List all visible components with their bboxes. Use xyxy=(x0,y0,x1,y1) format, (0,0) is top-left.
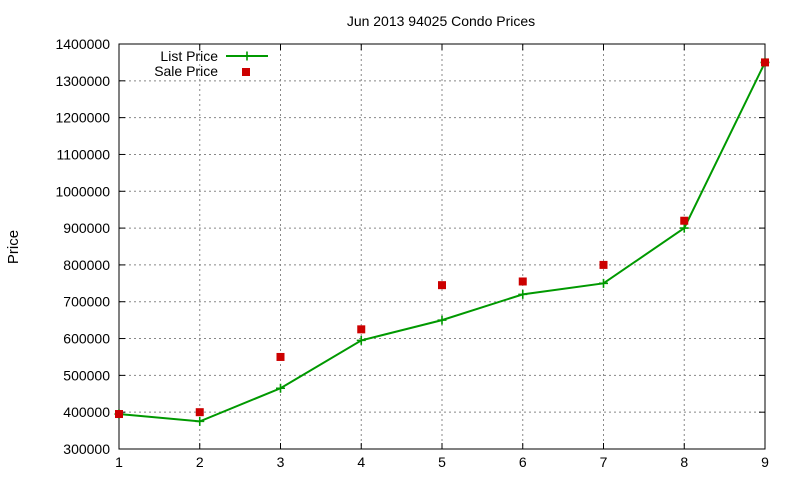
y-tick-label: 500000 xyxy=(63,367,110,383)
sale-price-point xyxy=(357,325,366,334)
y-axis-ticks: 300000 400000 500000 600000 700000 800000 9000… xyxy=(55,36,765,457)
sale-price-point xyxy=(115,410,123,419)
sale-price-point xyxy=(438,281,446,290)
x-tick-label: 8 xyxy=(680,454,688,470)
x-tick-label: 2 xyxy=(196,454,204,470)
y-tick-label: 1300000 xyxy=(55,73,110,89)
x-axis-ticks: 1 2 3 4 5 6 7 8 9 xyxy=(115,44,769,470)
list-price-point xyxy=(437,315,447,325)
sale-price-point xyxy=(518,277,527,286)
legend-marker-list-price xyxy=(242,51,252,61)
y-tick-label: 1100000 xyxy=(57,146,111,162)
list-price-line xyxy=(118,61,766,423)
y-tick-label: 600000 xyxy=(63,331,110,347)
sale-price-point xyxy=(680,216,689,225)
series-layer xyxy=(114,57,770,426)
list-price-point xyxy=(356,335,366,345)
x-tick-label: 1 xyxy=(115,454,123,470)
x-tick-label: 4 xyxy=(357,454,365,470)
y-tick-label: 400000 xyxy=(63,404,110,420)
y-tick-label: 700000 xyxy=(63,294,110,310)
legend-marker-sale-price xyxy=(242,68,250,76)
x-tick-label: 3 xyxy=(277,454,285,470)
sale-price-point xyxy=(195,408,204,417)
x-tick-label: 9 xyxy=(761,454,769,470)
sale-price-point xyxy=(276,352,285,361)
list-price-point xyxy=(599,278,608,288)
grid xyxy=(119,44,765,449)
legend-label-sale-price: Sale Price xyxy=(154,63,218,79)
chart-title: Jun 2013 94025 Condo Prices xyxy=(347,13,535,29)
x-tick-label: 7 xyxy=(600,454,608,470)
sale-price-point xyxy=(599,260,608,269)
y-axis-label: Price xyxy=(5,230,22,264)
list-price-point xyxy=(195,416,205,426)
legend-label-list-price: List Price xyxy=(160,48,218,64)
y-tick-label: 300000 xyxy=(63,441,110,457)
x-tick-label: 6 xyxy=(519,454,527,470)
x-tick-label: 5 xyxy=(438,454,446,470)
y-tick-label: 1000000 xyxy=(55,183,110,199)
y-tick-label: 1400000 xyxy=(55,36,110,52)
y-tick-label: 800000 xyxy=(63,257,110,273)
list-price-point xyxy=(276,383,285,393)
list-price-point xyxy=(679,223,689,233)
list-price-point xyxy=(518,289,528,299)
sale-price-point xyxy=(761,58,769,67)
y-tick-label: 1200000 xyxy=(55,110,110,126)
y-tick-label: 900000 xyxy=(63,220,110,236)
